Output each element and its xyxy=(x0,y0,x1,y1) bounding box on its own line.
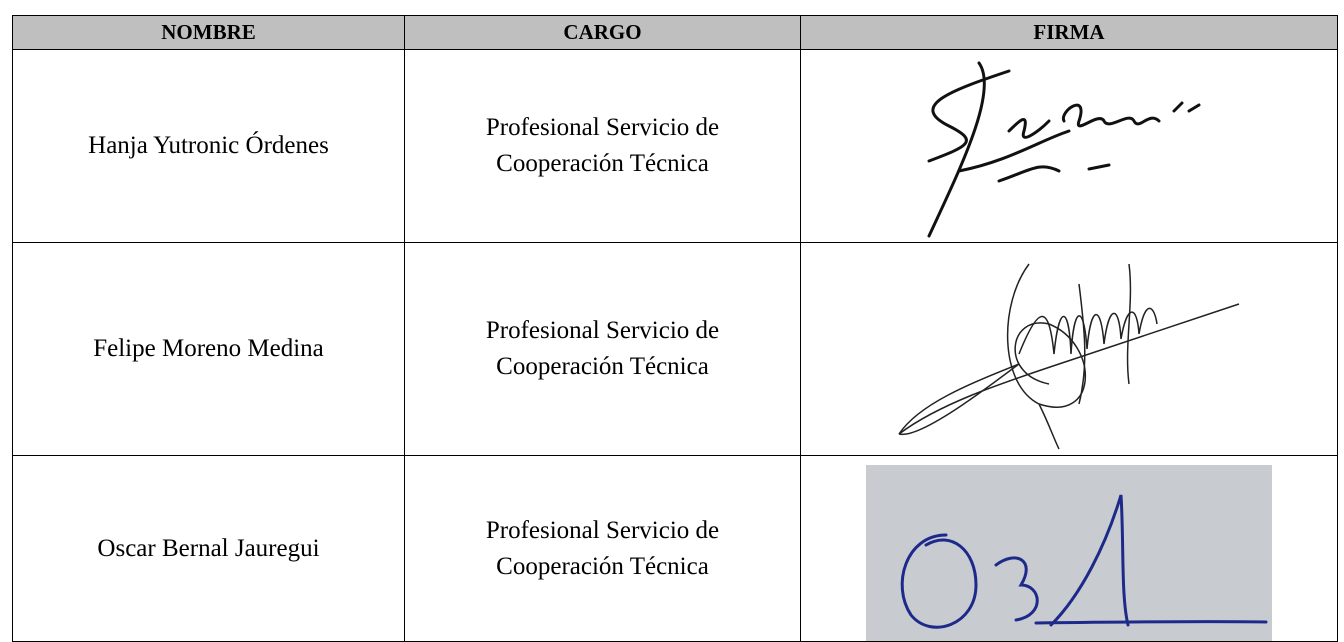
row: Oscar Bernal Jauregui Profesional Servic… xyxy=(12,455,1338,642)
signature-table: NOMBRE CARGO FIRMA Hanja Yutronic Órdene… xyxy=(12,15,1338,642)
signature-cell xyxy=(800,242,1338,456)
row: Felipe Moreno Medina Profesional Servici… xyxy=(12,242,1338,456)
header-cell: FIRMA xyxy=(800,15,1338,50)
signature xyxy=(898,263,1240,450)
signature xyxy=(927,61,1201,238)
cargo-line: Cooperación Técnica xyxy=(496,150,709,177)
name-cell: Oscar Bernal Jauregui xyxy=(12,455,405,642)
signature-cell xyxy=(800,455,1338,642)
cargo-cell: Profesional Servicio de Cooperación Técni… xyxy=(404,49,801,243)
cargo-cell: Profesional Servicio de Cooperación Técni… xyxy=(404,242,801,456)
header-cell: NOMBRE xyxy=(12,15,405,50)
row: Hanja Yutronic Órdenes Profesional Servi… xyxy=(12,49,1338,243)
header-row: NOMBRE CARGO FIRMA xyxy=(12,15,1338,50)
cargo-cell: Profesional Servicio de Cooperación Técni… xyxy=(404,455,801,642)
cargo-line: Cooperación Técnica xyxy=(496,552,709,580)
signature xyxy=(866,465,1272,641)
cargo-line: Profesional Servicio de xyxy=(485,317,720,344)
signature-cell xyxy=(800,49,1338,243)
name-cell: Hanja Yutronic Órdenes xyxy=(12,49,405,243)
name-cell: Felipe Moreno Medina xyxy=(12,242,405,456)
cargo-line: Cooperación Técnica xyxy=(496,353,709,380)
cargo-line: Profesional Servicio de xyxy=(485,516,720,544)
header-cell: CARGO xyxy=(404,15,801,50)
cargo-line: Profesional Servicio de xyxy=(485,114,720,141)
